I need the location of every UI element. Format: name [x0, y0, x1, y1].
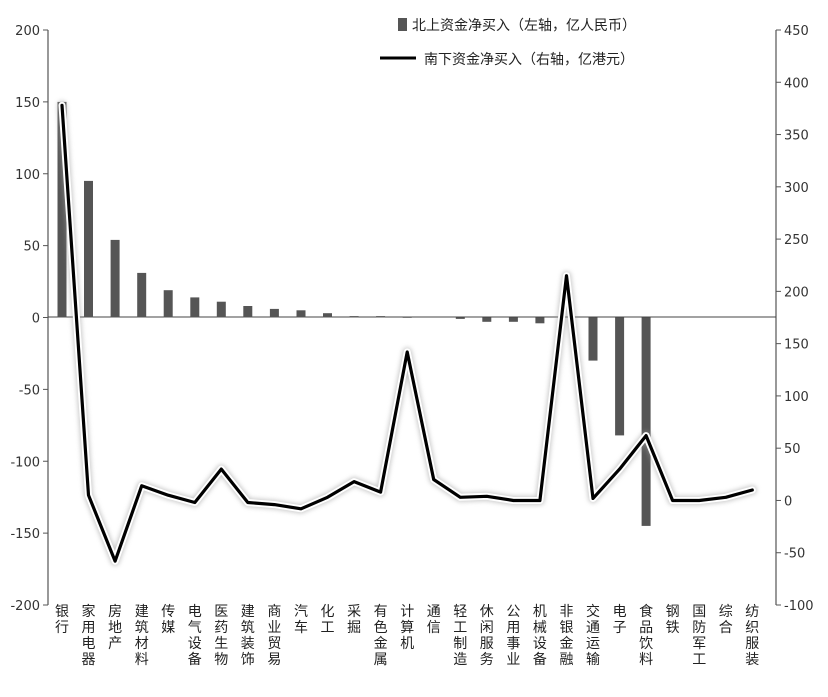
category-label-24: 国防军工 — [692, 604, 706, 668]
left-axis-ticks: 200 150 100 50 0 -50 -100 -150 -200 — [10, 24, 48, 614]
left-tick-label: 50 — [23, 240, 40, 255]
bar-22 — [641, 317, 651, 526]
bar-9 — [296, 310, 306, 318]
right-tick-label: 50 — [784, 442, 801, 457]
category-label-11: 采掘 — [347, 604, 361, 636]
category-label-1: 家用电器 — [82, 603, 96, 668]
category-label-20: 交通运输 — [586, 603, 600, 668]
category-label-26: 纺织服装 — [745, 604, 759, 668]
left-tick-label: -50 — [19, 383, 40, 398]
category-label-5: 电气设备 — [188, 604, 202, 668]
left-tick-label: 0 — [32, 312, 40, 327]
bar-8 — [269, 308, 279, 318]
bar-3 — [137, 272, 147, 318]
category-label-25: 综合 — [719, 604, 733, 636]
bar-0 — [57, 101, 67, 318]
category-label-8: 商业贸易 — [267, 604, 281, 668]
bar-6 — [216, 301, 226, 318]
right-tick-label: -100 — [784, 599, 814, 614]
bar-17 — [508, 317, 518, 322]
legend-bar-label: 北上资金净买入（左轴，亿人民币） — [412, 18, 636, 34]
category-label-10: 化工 — [321, 604, 335, 636]
legend-bar-swatch — [398, 18, 407, 31]
right-tick-label: 200 — [784, 285, 809, 300]
bar-1 — [84, 180, 93, 318]
left-tick-label: 150 — [15, 96, 40, 111]
bar-12 — [376, 316, 386, 318]
category-label-9: 汽车 — [294, 604, 308, 636]
category-label-14: 通信 — [427, 604, 441, 636]
category-label-3: 建筑材料 — [135, 604, 149, 668]
bar-4 — [163, 290, 173, 318]
right-tick-label: 150 — [784, 338, 809, 353]
category-label-4: 传媒 — [161, 604, 175, 636]
left-tick-label: -100 — [10, 455, 40, 470]
right-axis-ticks: 450 400 350 300 250 200 150 100 50 0 -50 -100 — [776, 24, 814, 614]
bar-5 — [190, 297, 200, 318]
left-tick-label: 100 — [15, 168, 40, 183]
bar-15 — [455, 317, 465, 319]
left-tick-label: -200 — [10, 599, 40, 614]
left-tick-label: -150 — [10, 527, 40, 542]
bar-7 — [243, 306, 253, 318]
bar-series — [57, 101, 651, 526]
bar-20 — [588, 317, 598, 361]
bar-10 — [323, 313, 332, 318]
category-label-7: 建筑装饰 — [241, 604, 255, 668]
right-tick-label: 350 — [784, 129, 809, 144]
right-tick-label: 300 — [784, 181, 809, 196]
category-label-0: 银行 — [55, 604, 69, 636]
bar-13 — [402, 316, 412, 318]
right-tick-label: -50 — [784, 547, 805, 562]
bar-16 — [482, 317, 492, 322]
legend-line-label: 南下资金净买入（右轴，亿港元） — [424, 52, 634, 68]
right-tick-label: 400 — [784, 76, 809, 91]
line-series — [57, 100, 757, 566]
bar-11 — [349, 316, 359, 318]
category-label-12: 有色金属 — [374, 604, 388, 668]
category-label-17: 公用事业 — [506, 604, 520, 668]
right-tick-label: 450 — [784, 24, 809, 39]
right-tick-label: 0 — [784, 494, 792, 509]
category-label-18: 机械设备 — [533, 604, 547, 668]
left-tick-label: 200 — [15, 24, 40, 39]
category-label-2: 房地产 — [108, 604, 122, 652]
right-tick-label: 250 — [784, 233, 809, 248]
category-label-16: 休闲服务 — [480, 604, 494, 668]
right-tick-label: 100 — [784, 390, 809, 405]
category-labels: 银行家用电器房地产建筑材料传媒电气设备医药生物建筑装饰商业贸易汽车化工采掘有色金… — [55, 603, 759, 668]
category-label-13: 计算机 — [400, 604, 414, 652]
category-label-6: 医药生物 — [214, 604, 228, 668]
line-series-path — [60, 103, 754, 563]
category-label-23: 钢铁 — [666, 604, 680, 636]
bar-2 — [110, 239, 120, 318]
legend: 北上资金净买入（左轴，亿人民币） 南下资金净买入（右轴，亿港元） — [380, 18, 636, 68]
category-label-22: 食品饮料 — [639, 603, 653, 668]
bar-21 — [615, 317, 625, 436]
category-label-19: 非银金融 — [560, 604, 574, 668]
category-label-15: 轻工制造 — [453, 604, 467, 668]
bar-18 — [535, 317, 545, 324]
category-label-21: 电子 — [613, 604, 627, 636]
